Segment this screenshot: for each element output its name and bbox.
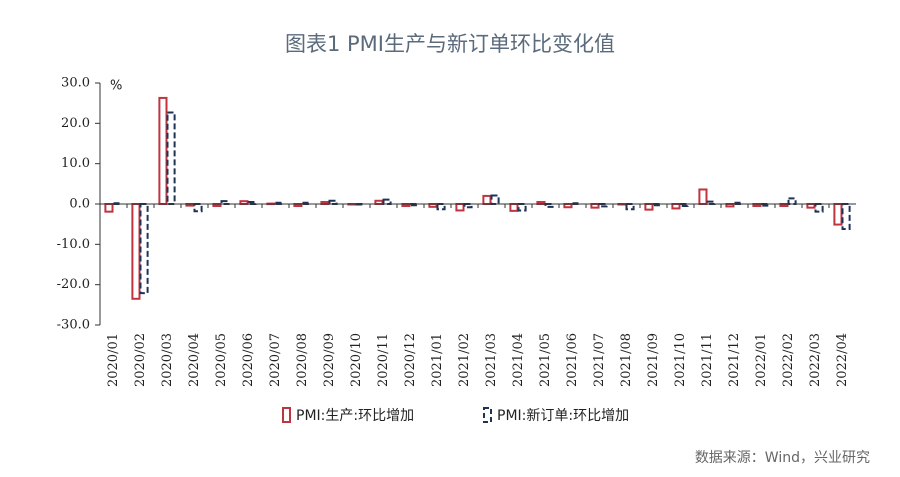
x-tick-label: 2022/03 bbox=[808, 333, 823, 387]
x-tick-label: 2020/02 bbox=[133, 333, 148, 387]
bar bbox=[482, 194, 492, 206]
bar bbox=[139, 203, 149, 295]
x-tick-label: 2022/02 bbox=[781, 333, 796, 387]
bar bbox=[490, 194, 500, 205]
x-tick-label: 2021/10 bbox=[673, 333, 688, 387]
x-tick-label: 2021/07 bbox=[592, 333, 607, 387]
x-tick-label: 2020/07 bbox=[268, 333, 283, 387]
bar bbox=[436, 203, 446, 211]
bar bbox=[644, 203, 654, 211]
bar bbox=[833, 203, 843, 226]
x-tick-label: 2020/03 bbox=[160, 333, 175, 387]
bar bbox=[158, 96, 168, 205]
chart-title: 图表1 PMI生产与新订单环比变化值 bbox=[285, 32, 615, 56]
y-tick-label: -20.0 bbox=[57, 277, 90, 292]
bar bbox=[671, 203, 681, 210]
legend-swatch bbox=[483, 407, 492, 423]
bar bbox=[625, 203, 635, 211]
bar bbox=[806, 203, 816, 209]
x-tick-label: 2021/11 bbox=[700, 333, 715, 387]
bar bbox=[787, 197, 797, 205]
bar bbox=[382, 198, 392, 206]
x-tick-label: 2021/03 bbox=[484, 333, 499, 387]
y-tick-label: 30.0 bbox=[61, 76, 90, 91]
x-tick-label: 2020/11 bbox=[376, 333, 391, 387]
x-tick-label: 2020/12 bbox=[403, 333, 418, 387]
bar bbox=[841, 203, 851, 231]
x-tick-label: 2020/10 bbox=[349, 333, 364, 387]
x-tick-label: 2021/08 bbox=[619, 333, 634, 387]
bar bbox=[509, 203, 519, 212]
y-tick-label: -10.0 bbox=[57, 237, 90, 252]
x-tick-label: 2020/01 bbox=[106, 333, 121, 387]
x-tick-label: 2021/12 bbox=[727, 333, 742, 387]
x-tick-label: 2020/04 bbox=[187, 333, 202, 387]
x-tick-label: 2021/04 bbox=[511, 333, 526, 387]
x-tick-label: 2021/05 bbox=[538, 333, 553, 387]
x-tick-label: 2020/09 bbox=[322, 333, 337, 387]
bar bbox=[517, 203, 527, 212]
unit-label: % bbox=[110, 79, 122, 94]
legend-swatch bbox=[282, 407, 291, 423]
y-tick-label: 10.0 bbox=[61, 156, 90, 171]
x-tick-label: 2020/05 bbox=[214, 333, 229, 387]
x-tick-label: 2021/02 bbox=[457, 333, 472, 387]
legend-label: PMI:生产:环比增加 bbox=[296, 408, 414, 424]
bar bbox=[104, 203, 114, 213]
bar bbox=[698, 188, 708, 205]
bar bbox=[193, 203, 203, 213]
bar bbox=[166, 111, 176, 205]
legend-label: PMI:新订单:环比增加 bbox=[497, 408, 629, 424]
bar bbox=[814, 203, 824, 213]
y-tick-label: -30.0 bbox=[57, 318, 90, 333]
bar bbox=[455, 203, 465, 212]
x-tick-label: 2020/08 bbox=[295, 333, 310, 387]
x-tick-label: 2021/09 bbox=[646, 333, 661, 387]
source-note: 数据来源：Wind，兴业研究 bbox=[695, 450, 870, 466]
x-tick-label: 2021/06 bbox=[565, 333, 580, 387]
y-tick-label: 0.0 bbox=[69, 197, 90, 212]
y-tick-label: 20.0 bbox=[61, 116, 90, 131]
x-tick-label: 2020/06 bbox=[241, 333, 256, 387]
x-tick-label: 2022/01 bbox=[754, 333, 769, 387]
bar bbox=[131, 203, 141, 300]
x-tick-label: 2021/01 bbox=[430, 333, 445, 387]
x-tick-label: 2022/04 bbox=[835, 333, 850, 387]
bar bbox=[590, 203, 600, 209]
